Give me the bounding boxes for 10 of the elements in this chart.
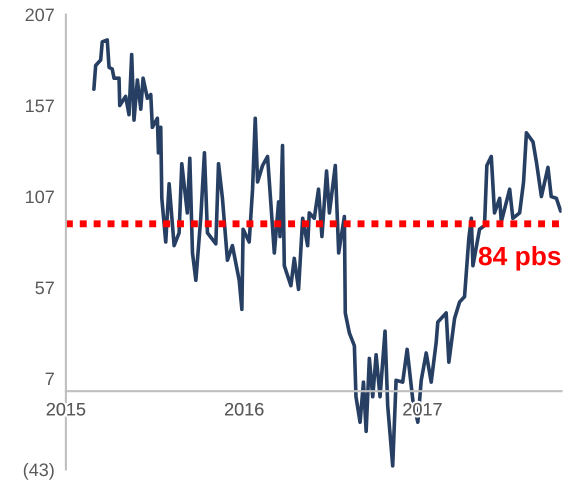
x-tick-label: 2015 bbox=[46, 402, 86, 416]
y-tick-label: 157 bbox=[26, 100, 54, 112]
y-tick-label: (43) bbox=[24, 462, 54, 480]
y-tick-label: 107 bbox=[26, 190, 54, 204]
y-tick-label: 7 bbox=[46, 372, 54, 386]
ref-line-label: 84 pbs bbox=[478, 246, 560, 271]
line-series bbox=[92, 38, 562, 468]
y-tick-label: 207 bbox=[26, 8, 54, 22]
y-tick-label: 57 bbox=[35, 282, 54, 294]
x-tick-label: 2016 bbox=[225, 402, 264, 416]
